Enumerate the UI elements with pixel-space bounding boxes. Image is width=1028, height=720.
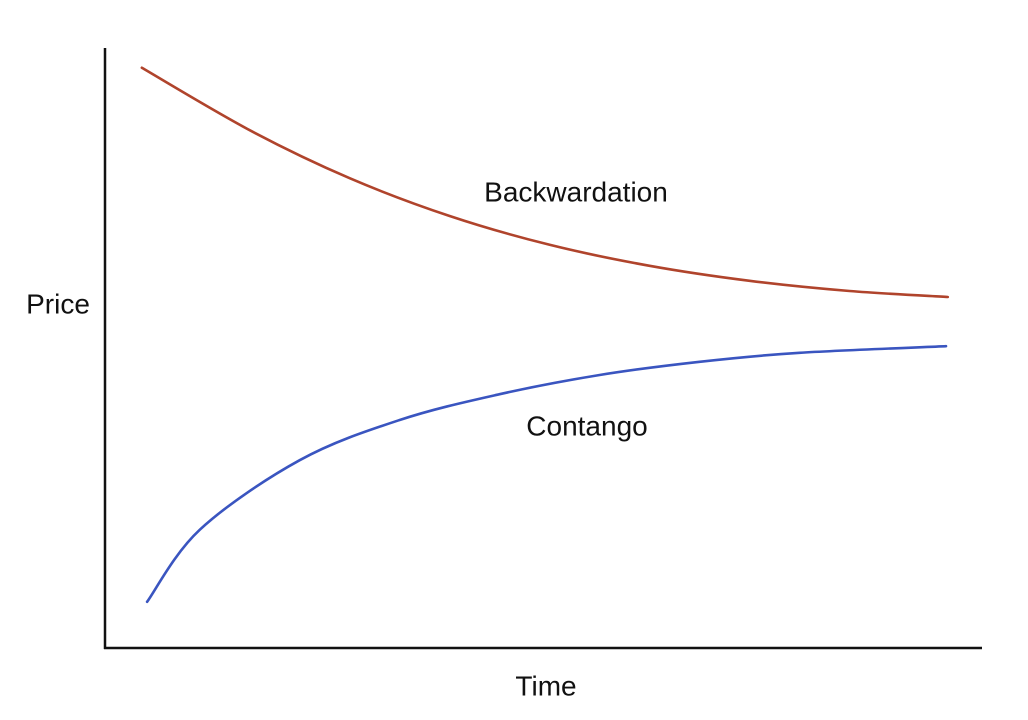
series-line — [140, 66, 950, 299]
series-line — [145, 344, 948, 604]
y-axis-label: Price — [26, 288, 90, 319]
series-label: Contango — [526, 410, 647, 441]
series-label: Backwardation — [484, 176, 668, 207]
x-axis-label: Time — [515, 670, 576, 701]
